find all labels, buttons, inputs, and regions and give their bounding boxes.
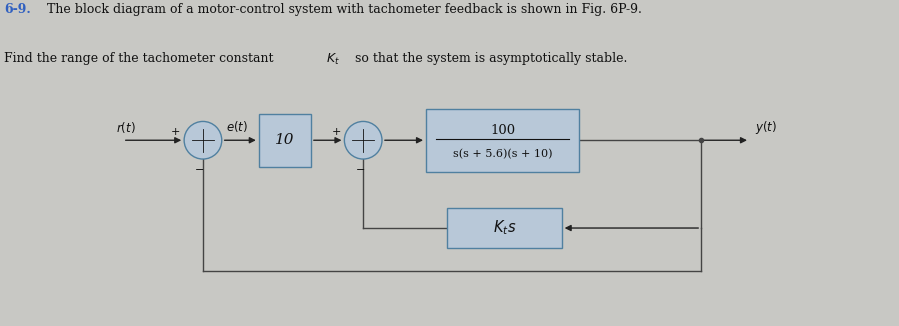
FancyBboxPatch shape [259, 114, 311, 167]
Text: Find the range of the tachometer constant: Find the range of the tachometer constan… [4, 52, 278, 65]
FancyBboxPatch shape [426, 109, 579, 171]
Text: $-$: $-$ [194, 163, 205, 172]
Text: $-$: $-$ [354, 163, 365, 172]
Text: +: + [172, 127, 181, 137]
Text: so that the system is asymptotically stable.: so that the system is asymptotically sta… [351, 52, 627, 65]
Text: $K_t s$: $K_t s$ [493, 219, 516, 237]
Text: $y(t)$: $y(t)$ [755, 119, 777, 136]
Text: 10: 10 [275, 133, 295, 147]
Text: +: + [332, 127, 341, 137]
Circle shape [184, 121, 222, 159]
Text: 100: 100 [490, 124, 515, 137]
Text: $r(t)$: $r(t)$ [116, 120, 136, 135]
Circle shape [344, 121, 382, 159]
Text: 6-9.: 6-9. [4, 3, 31, 16]
Text: s(s + 5.6)(s + 10): s(s + 5.6)(s + 10) [453, 149, 552, 159]
Text: $e(t)$: $e(t)$ [226, 119, 248, 134]
FancyBboxPatch shape [447, 208, 562, 248]
Text: $K_t$: $K_t$ [326, 52, 340, 67]
Text: The block diagram of a motor-control system with tachometer feedback is shown in: The block diagram of a motor-control sys… [43, 3, 642, 16]
